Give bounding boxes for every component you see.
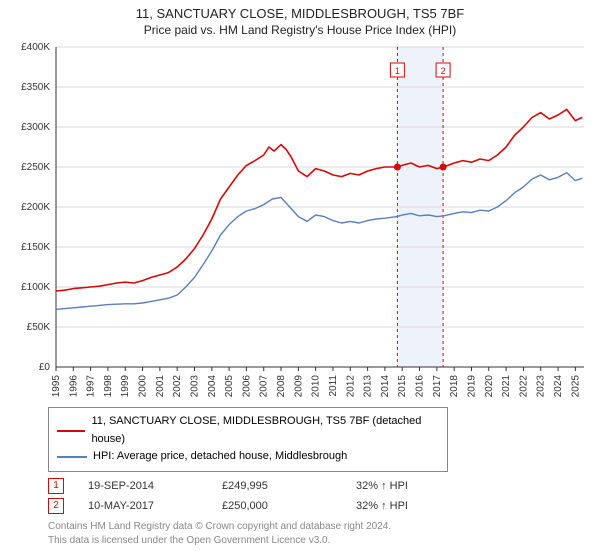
- legend-label: HPI: Average price, detached house, Midd…: [93, 448, 347, 466]
- svg-text:2018: 2018: [449, 375, 460, 398]
- svg-text:1997: 1997: [86, 375, 97, 398]
- event-row: 1 19-SEP-2014 £249,995 32% ↑ HPI: [48, 478, 592, 494]
- svg-text:2005: 2005: [224, 375, 235, 398]
- legend-label: 11, SANCTUARY CLOSE, MIDDLESBROUGH, TS5 …: [91, 413, 439, 448]
- legend-row: HPI: Average price, detached house, Midd…: [57, 448, 439, 466]
- svg-text:£350K: £350K: [21, 82, 50, 93]
- svg-text:1: 1: [395, 66, 400, 76]
- svg-text:1996: 1996: [68, 375, 79, 398]
- svg-text:2009: 2009: [293, 375, 304, 398]
- footer-attribution: Contains HM Land Registry data © Crown c…: [48, 520, 592, 548]
- svg-text:2006: 2006: [241, 375, 252, 398]
- event-price: £249,995: [222, 480, 332, 492]
- svg-text:2020: 2020: [484, 375, 495, 398]
- svg-text:£250K: £250K: [21, 162, 50, 173]
- legend-swatch: [57, 456, 87, 458]
- svg-text:2003: 2003: [189, 375, 200, 398]
- svg-text:2021: 2021: [501, 375, 512, 398]
- svg-text:£200K: £200K: [21, 202, 50, 213]
- svg-text:2011: 2011: [328, 375, 339, 397]
- svg-text:2025: 2025: [570, 375, 581, 398]
- svg-text:2024: 2024: [553, 375, 564, 398]
- line-chart-svg: £0 £50K £100K £150K £200K £250K £300K £350K £400…: [8, 41, 592, 401]
- legend-row: 11, SANCTUARY CLOSE, MIDDLESBROUGH, TS5 …: [57, 413, 439, 448]
- event-date: 19-SEP-2014: [88, 480, 198, 492]
- legend-box: 11, SANCTUARY CLOSE, MIDDLESBROUGH, TS5 …: [48, 407, 448, 472]
- svg-text:2012: 2012: [345, 375, 356, 398]
- svg-text:£300K: £300K: [21, 122, 50, 133]
- event-delta: 32% ↑ HPI: [356, 500, 466, 512]
- svg-text:1999: 1999: [120, 375, 131, 398]
- svg-text:2013: 2013: [363, 375, 374, 398]
- event-price: £250,000: [222, 500, 332, 512]
- chart-subtitle: Price paid vs. HM Land Registry's House …: [8, 23, 592, 37]
- chart-title: 11, SANCTUARY CLOSE, MIDDLESBROUGH, TS5 …: [8, 6, 592, 21]
- svg-text:2016: 2016: [415, 375, 426, 398]
- svg-text:2019: 2019: [466, 375, 477, 398]
- svg-text:2004: 2004: [207, 375, 218, 398]
- svg-text:2007: 2007: [259, 375, 270, 398]
- svg-text:2008: 2008: [276, 375, 287, 398]
- svg-text:2015: 2015: [397, 375, 408, 398]
- footer-line-1: Contains HM Land Registry data © Crown c…: [48, 520, 592, 534]
- footer-line-2: This data is licensed under the Open Gov…: [48, 534, 592, 548]
- svg-text:2000: 2000: [138, 375, 149, 398]
- svg-text:2023: 2023: [536, 375, 547, 398]
- svg-text:2022: 2022: [518, 375, 529, 398]
- chart-plot-area: £0 £50K £100K £150K £200K £250K £300K £350K £400…: [8, 41, 592, 401]
- event-table: 1 19-SEP-2014 £249,995 32% ↑ HPI 2 10-MAY-201…: [48, 478, 592, 514]
- svg-text:2002: 2002: [172, 375, 183, 398]
- svg-text:2017: 2017: [432, 375, 443, 398]
- chart-container: 11, SANCTUARY CLOSE, MIDDLESBROUGH, TS5 …: [0, 0, 600, 556]
- svg-text:£50K: £50K: [27, 322, 51, 333]
- event-date: 10-MAY-2017: [88, 500, 198, 512]
- svg-text:£400K: £400K: [21, 42, 50, 53]
- svg-text:£0: £0: [39, 362, 51, 373]
- event-delta: 32% ↑ HPI: [356, 480, 466, 492]
- svg-text:2014: 2014: [380, 375, 391, 398]
- svg-text:2: 2: [441, 66, 446, 76]
- svg-text:£100K: £100K: [21, 282, 50, 293]
- title-area: 11, SANCTUARY CLOSE, MIDDLESBROUGH, TS5 …: [8, 6, 592, 37]
- svg-text:1995: 1995: [51, 375, 62, 398]
- svg-text:2010: 2010: [311, 375, 322, 398]
- event-row: 2 10-MAY-2017 £250,000 32% ↑ HPI: [48, 498, 592, 514]
- legend-swatch: [57, 430, 85, 432]
- svg-text:2001: 2001: [155, 375, 166, 398]
- event-badge: 2: [48, 498, 64, 514]
- event-badge: 1: [48, 478, 64, 494]
- svg-text:£150K: £150K: [21, 242, 50, 253]
- svg-text:1998: 1998: [103, 375, 114, 398]
